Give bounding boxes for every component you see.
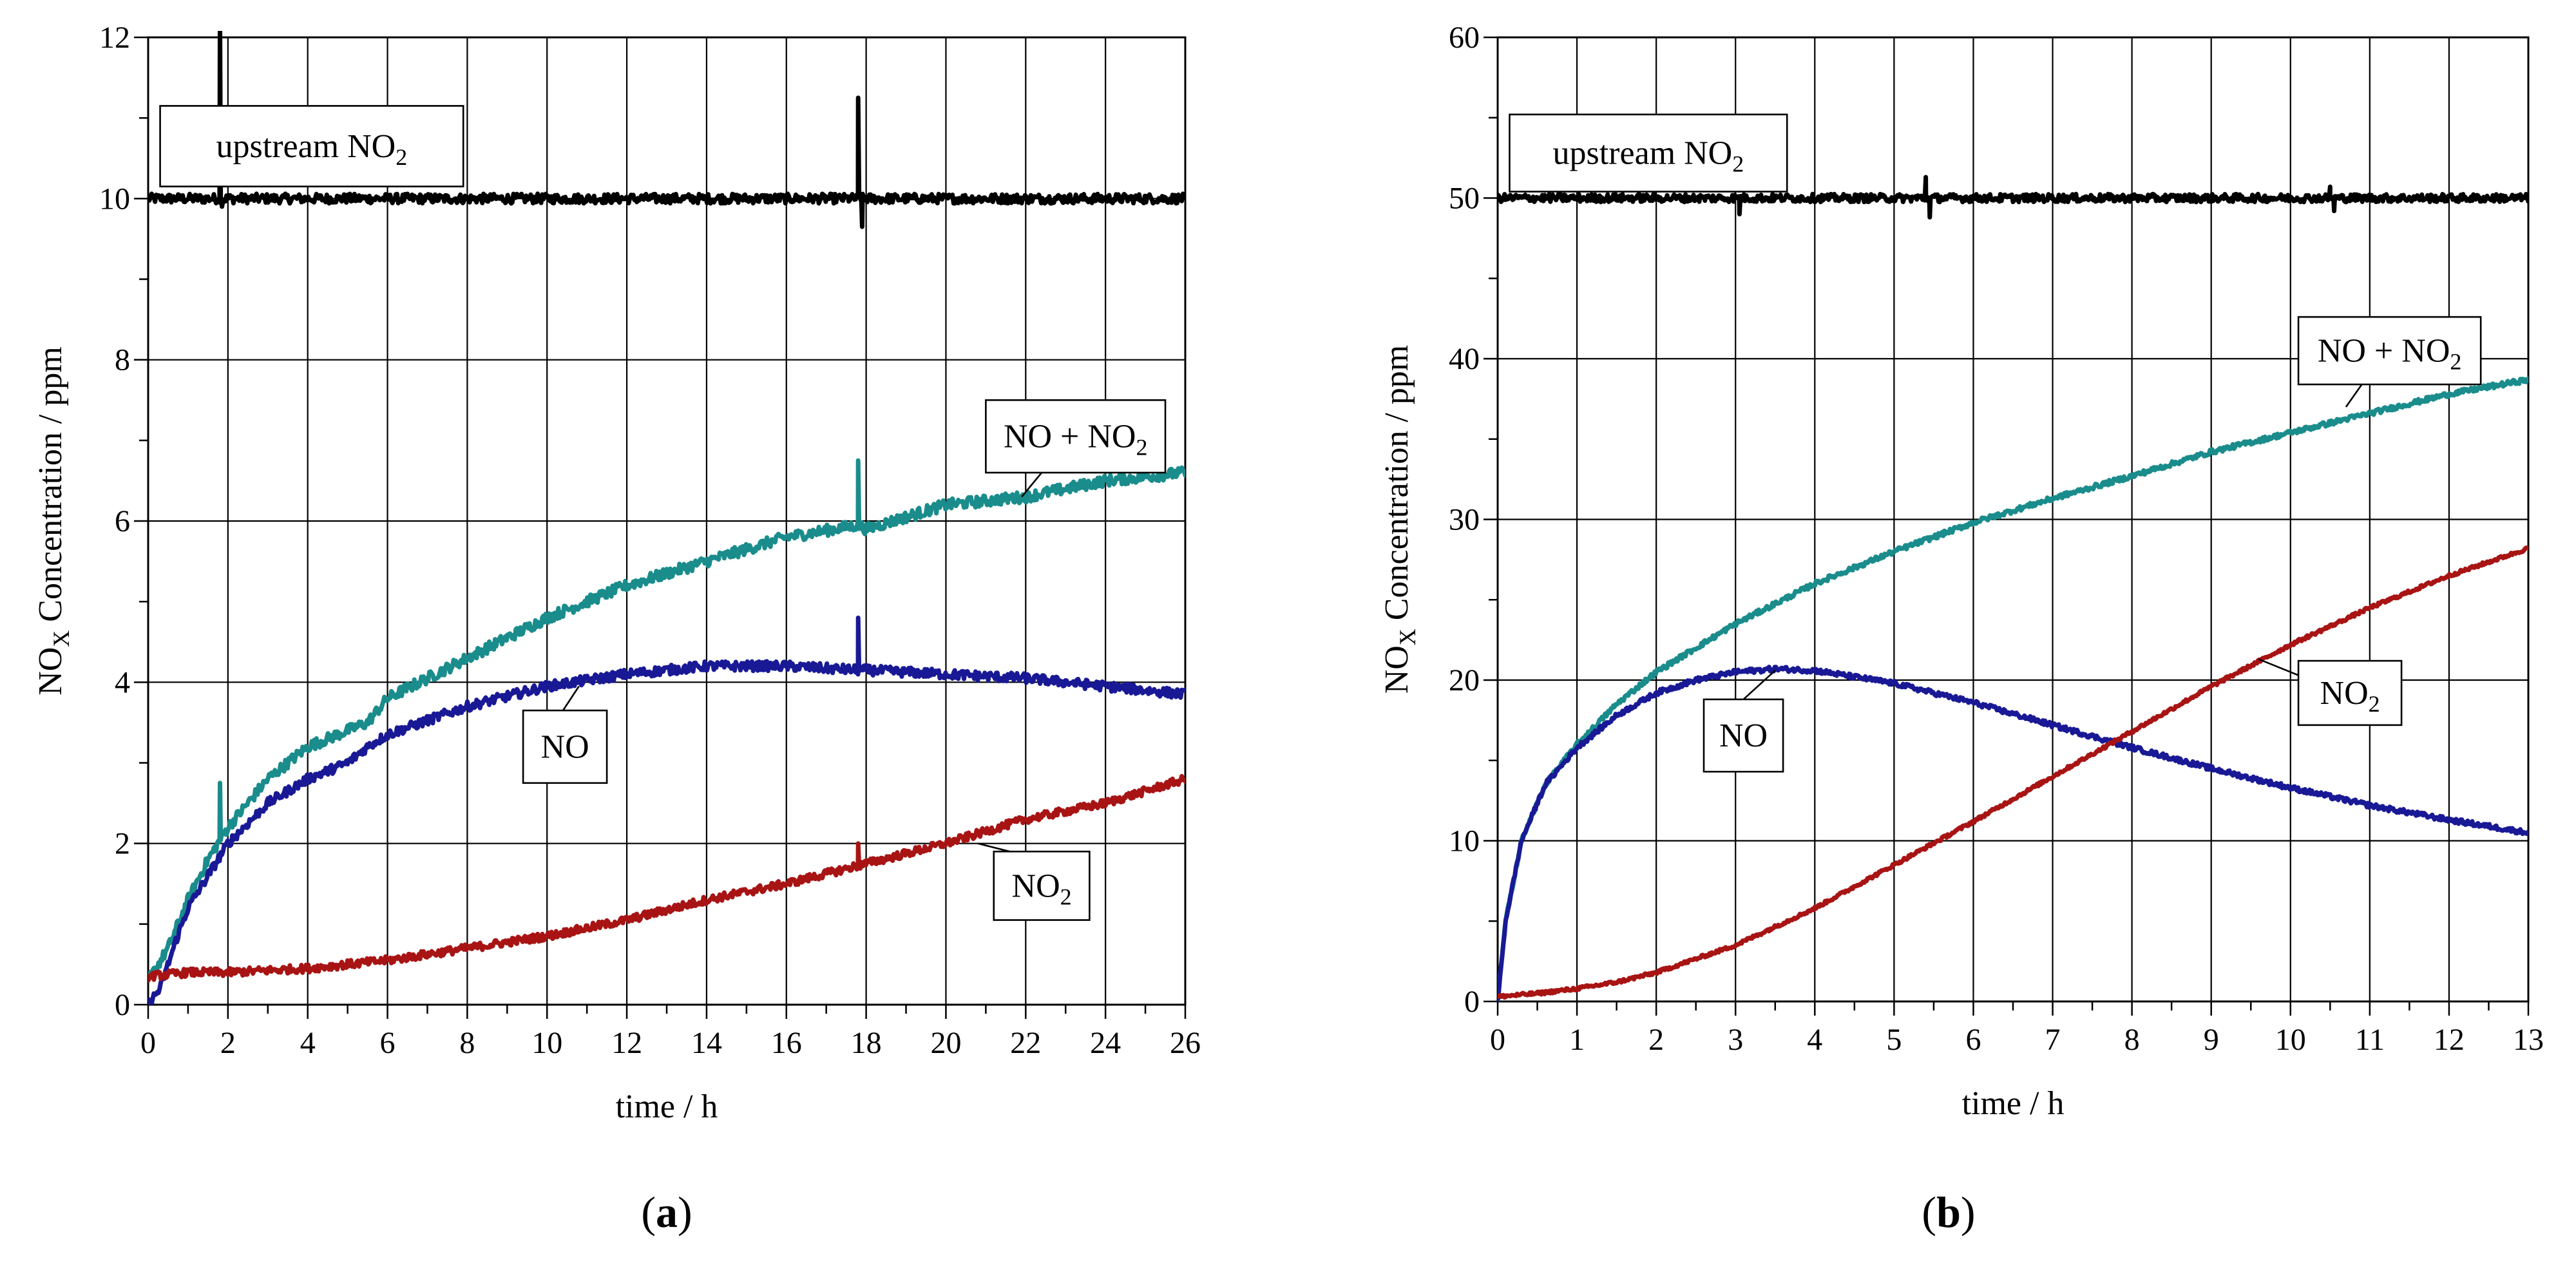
y-axis-label-b: NOX Concentration / ppm	[1379, 345, 1420, 694]
y-axis-label-a: NOX Concentration / ppm	[32, 346, 74, 696]
x-tick-label-a: 20	[930, 1026, 961, 1060]
annotation-a: NO2	[977, 842, 1091, 921]
annotation-leader-b	[2258, 658, 2299, 676]
series-no-b	[1498, 665, 2528, 1001]
x-tick-label-a: 4	[300, 1026, 316, 1060]
tick-marks-b	[1484, 36, 2530, 1016]
y-tick-label-b: 10	[1449, 824, 1480, 858]
x-tick-label-a: 24	[1090, 1026, 1121, 1060]
annotation-leader-a	[562, 685, 580, 711]
annotation-label-b: NO2	[2320, 675, 2380, 717]
panel-label-a: (a)	[641, 1188, 692, 1237]
x-tick-label-b: 2	[1648, 1023, 1664, 1057]
annotation-b: NO	[1703, 670, 1784, 773]
x-tick-label-b: 1	[1569, 1023, 1585, 1057]
annotation-leader-b	[2345, 384, 2363, 408]
x-tick-label-a: 12	[611, 1026, 642, 1060]
y-tick-label-a: 8	[115, 343, 130, 377]
panel-label-b: (b)	[1922, 1188, 1975, 1237]
series-upstream-no2-a	[148, 31, 1185, 229]
y-tick-label-a: 2	[115, 827, 130, 861]
x-tick-label-a: 2	[220, 1026, 236, 1060]
annotation-a: upstream NO2	[159, 105, 464, 187]
y-tick-label-b: 40	[1449, 342, 1480, 376]
annotation-label-a: NO	[541, 728, 589, 765]
x-tick-label-a: 10	[531, 1026, 562, 1060]
series-no-no2-b	[1498, 376, 2528, 1001]
annotation-box-a	[159, 105, 464, 187]
annotation-a: NO	[522, 685, 608, 784]
y-tick-label-b: 20	[1449, 663, 1480, 697]
annotation-leader-b	[1742, 670, 1776, 700]
x-tick-label-b: 3	[1728, 1023, 1743, 1057]
x-tick-label-b: 0	[1490, 1023, 1505, 1057]
x-tick-label-b: 10	[2275, 1023, 2306, 1057]
y-tick-label-a: 6	[115, 504, 130, 538]
annotation-b: NO + NO2	[2297, 316, 2482, 408]
y-tick-label-b: 50	[1449, 182, 1480, 216]
y-tick-label-b: 30	[1449, 503, 1480, 537]
annotation-box-b	[2297, 316, 2482, 386]
x-tick-label-a: 0	[140, 1026, 156, 1060]
y-tick-label-a: 12	[99, 21, 130, 55]
annotation-box-b	[2297, 659, 2403, 726]
x-tick-label-b: 11	[2355, 1023, 2385, 1057]
series-no2-a	[148, 773, 1185, 983]
tick-marks-a	[134, 36, 1187, 1019]
x-tick-label-a: 8	[459, 1026, 475, 1060]
y-tick-label-b: 60	[1449, 21, 1480, 55]
x-tick-label-b: 13	[2513, 1023, 2544, 1057]
series-no-a	[148, 615, 1185, 1005]
y-tick-label-a: 0	[115, 988, 130, 1022]
x-tick-label-a: 18	[851, 1026, 882, 1060]
x-tick-label-a: 14	[691, 1026, 722, 1060]
annotation-b: upstream NO2	[1509, 113, 1788, 193]
annotation-label-b: NO	[1719, 717, 1768, 754]
annotation-box-a	[985, 399, 1167, 474]
annotation-box-b	[1703, 698, 1784, 773]
x-tick-label-a: 6	[380, 1026, 396, 1060]
series-upstream-no2-b	[1498, 175, 2528, 220]
annotation-b: NO2	[2258, 658, 2403, 726]
x-tick-label-a: 26	[1170, 1026, 1201, 1060]
annotation-label-b: upstream NO2	[1552, 135, 1744, 177]
x-tick-label-a: 22	[1010, 1026, 1041, 1060]
x-tick-label-b: 12	[2434, 1023, 2465, 1057]
series-no-no2-a	[148, 458, 1185, 980]
annotation-box-a	[993, 850, 1091, 921]
x-axis-label-b: time / h	[1962, 1085, 2065, 1122]
x-tick-label-b: 6	[1965, 1023, 1981, 1057]
annotation-label-a: NO2	[1012, 868, 1072, 909]
annotation-leader-a	[977, 842, 1010, 853]
x-tick-label-b: 7	[2045, 1023, 2061, 1057]
annotation-leader-a	[1021, 472, 1043, 498]
x-tick-label-b: 8	[2124, 1023, 2140, 1057]
annotation-box-a	[522, 709, 608, 784]
x-tick-label-a: 16	[771, 1026, 802, 1060]
annotation-box-b	[1509, 113, 1788, 193]
x-tick-label-b: 4	[1807, 1023, 1822, 1057]
y-tick-label-a: 10	[99, 182, 130, 216]
x-tick-label-b: 5	[1886, 1023, 1902, 1057]
annotation-a: NO + NO2	[985, 399, 1167, 498]
x-tick-label-b: 9	[2204, 1023, 2219, 1057]
y-tick-label-b: 0	[1464, 985, 1480, 1019]
y-tick-label-a: 4	[115, 665, 130, 699]
x-axis-label-a: time / h	[616, 1088, 718, 1125]
annotation-label-b: NO + NO2	[2318, 333, 2462, 375]
annotation-label-a: NO + NO2	[1004, 419, 1148, 460]
series-no2-b	[1498, 545, 2528, 1000]
annotation-label-a: upstream NO2	[216, 128, 408, 170]
